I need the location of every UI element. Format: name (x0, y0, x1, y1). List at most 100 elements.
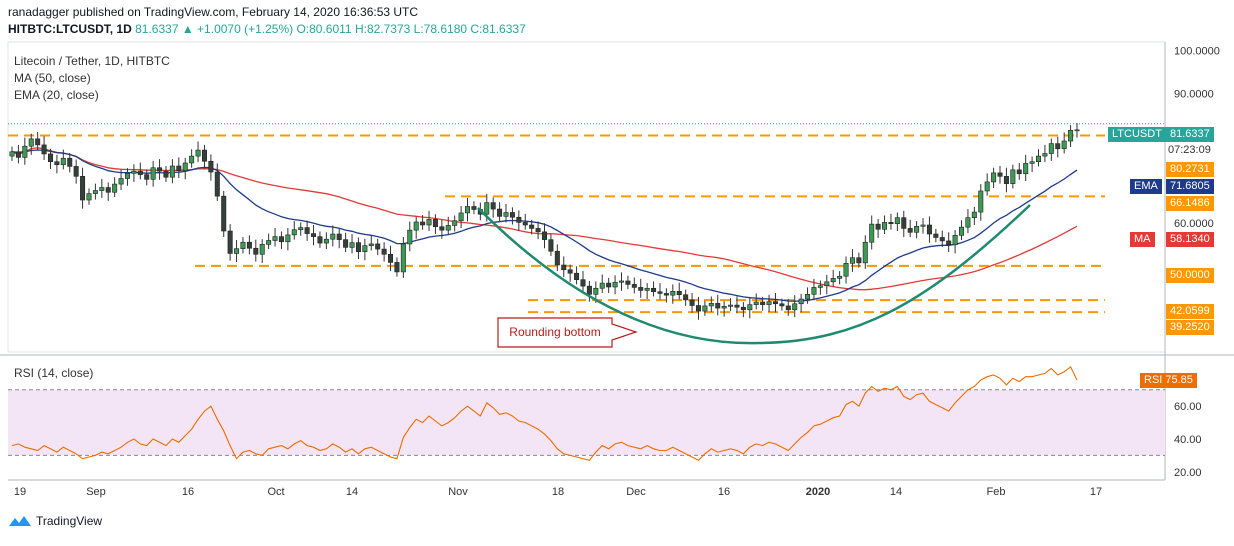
ma-legend[interactable]: MA (50, close) (14, 71, 91, 85)
rsi-legend[interactable]: RSI (14, close) (14, 366, 94, 380)
x-tick-label: 14 (346, 486, 358, 498)
candle-down (157, 167, 163, 172)
candle-up (22, 145, 28, 158)
candle-down (631, 284, 637, 288)
price-scale-value: 80.2731 (1166, 162, 1214, 177)
candle-up (805, 294, 811, 300)
candle-up (1074, 129, 1080, 132)
candle-up (612, 281, 618, 288)
candle-down (561, 264, 567, 271)
rounding-bottom-curve (477, 204, 1031, 345)
candle-down (651, 287, 657, 293)
candle-up (593, 287, 599, 295)
candle-down (208, 160, 214, 173)
candle-down (926, 224, 932, 235)
candle-up (503, 212, 509, 217)
candle-down (144, 174, 150, 180)
candle-up (259, 244, 265, 255)
candle-up (150, 167, 156, 180)
candle-down (516, 216, 522, 223)
price-scale-tag: EMA (1130, 179, 1162, 194)
candle-down (375, 243, 381, 250)
candle-up (1061, 140, 1067, 150)
candle-up (86, 193, 92, 201)
candle-down (15, 151, 21, 158)
candle-down (529, 224, 535, 229)
candle-up (894, 217, 900, 224)
candle-up (747, 304, 753, 311)
rsi-tick-label: 60.00 (1174, 401, 1202, 413)
candle-down (567, 269, 573, 274)
candle-up (849, 257, 855, 264)
candle-down (606, 282, 612, 288)
candle-up (798, 298, 804, 305)
candle-down (638, 287, 644, 291)
candle-down (933, 233, 939, 238)
candle-up (118, 178, 124, 185)
candle-up (869, 223, 875, 243)
symbol-name[interactable]: HITBTC:LTCUSDT, 1D (8, 22, 132, 36)
candle-up (28, 138, 34, 147)
candle-down (997, 172, 1003, 177)
candle-down (439, 226, 445, 231)
candle-down (394, 262, 400, 273)
candle-down (785, 305, 791, 311)
x-tick-label: Oct (267, 486, 284, 498)
candle-down (946, 240, 952, 246)
candle-down (586, 285, 592, 295)
candle-up (1068, 129, 1074, 142)
candle-up (426, 219, 432, 226)
candle-down (105, 187, 111, 193)
rsi-band (8, 389, 1165, 456)
candle-down (497, 208, 503, 217)
annotation-text: Rounding bottom (509, 325, 600, 339)
tradingview-logo[interactable]: TradingView (8, 514, 102, 528)
candle-down (304, 227, 310, 234)
x-tick-label: 18 (552, 486, 564, 498)
candle-down (47, 153, 53, 162)
candle-up (965, 217, 971, 228)
candle-down (657, 291, 663, 294)
price-scale-tag: LTCUSDT (1108, 127, 1166, 142)
price-scale-value: 71.6805 (1166, 179, 1214, 194)
candle-up (413, 221, 419, 231)
candle-down (343, 239, 349, 248)
x-tick-label: Dec (626, 486, 646, 498)
candle-up (452, 220, 458, 226)
candle-down (54, 161, 60, 166)
candle-up (959, 226, 965, 236)
rsi-value-badge: RSI 75.85 (1140, 373, 1197, 389)
candle-down (734, 304, 740, 308)
candle-down (760, 301, 766, 305)
candle-up (407, 229, 413, 245)
price-scale-value: 42.0599 (1166, 304, 1214, 319)
candle-up (618, 280, 624, 283)
candle-up (445, 225, 451, 231)
candle-down (41, 144, 47, 155)
symbol-ohlc: HITBTC:LTCUSDT, 1D 81.6337 ▲ +1.0070 (+1… (8, 22, 526, 36)
candle-up (843, 263, 849, 277)
candle-up (670, 290, 676, 296)
candle-up (837, 275, 843, 279)
candle-up (124, 173, 130, 179)
candle-down (227, 230, 233, 254)
candle-up (1036, 155, 1042, 162)
candle-up (298, 227, 304, 231)
candle-down (580, 279, 586, 287)
candle-up (362, 245, 368, 252)
ema-legend[interactable]: EMA (20, close) (14, 88, 99, 102)
candle-up (978, 190, 984, 213)
candle-down (554, 250, 560, 266)
candle-up (266, 240, 272, 245)
candle-up (984, 181, 990, 192)
candle-up (1010, 169, 1016, 184)
candle-down (137, 170, 143, 175)
tradingview-logo-icon (9, 516, 31, 526)
candle-down (1055, 143, 1061, 150)
candle-up (182, 162, 188, 172)
candle-down (574, 272, 580, 280)
candle-down (683, 294, 689, 301)
candle-down (875, 223, 881, 230)
